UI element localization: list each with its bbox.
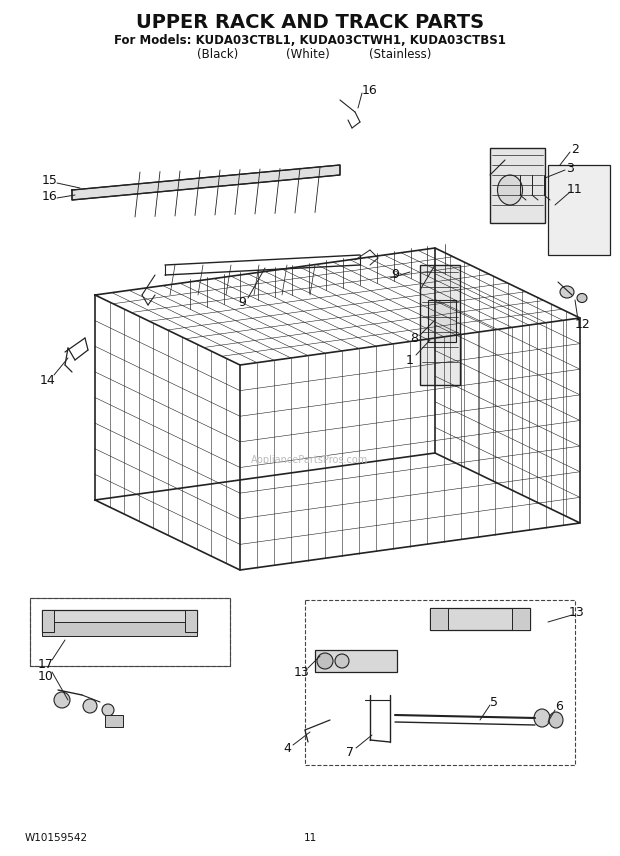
Bar xyxy=(105,715,123,727)
Bar xyxy=(315,650,397,672)
Bar xyxy=(430,608,448,630)
Bar xyxy=(490,148,545,223)
Ellipse shape xyxy=(577,294,587,302)
Bar xyxy=(548,165,610,255)
Text: W10159542: W10159542 xyxy=(25,833,88,843)
Text: 15: 15 xyxy=(42,174,58,187)
Ellipse shape xyxy=(497,175,523,205)
Bar xyxy=(42,622,197,636)
Bar xyxy=(42,610,54,632)
Text: 1: 1 xyxy=(406,354,414,366)
Text: (Stainless): (Stainless) xyxy=(369,47,431,61)
Polygon shape xyxy=(72,165,340,200)
Ellipse shape xyxy=(102,704,114,716)
Text: 3: 3 xyxy=(566,162,574,175)
Text: For Models: KUDA03CTBL1, KUDA03CTWH1, KUDA03CTBS1: For Models: KUDA03CTBL1, KUDA03CTWH1, KU… xyxy=(114,33,506,46)
Text: 11: 11 xyxy=(303,833,317,843)
Bar xyxy=(30,598,230,666)
Text: 9: 9 xyxy=(391,267,399,281)
Text: AppliancePartsPros.com: AppliancePartsPros.com xyxy=(251,455,369,465)
Text: 2: 2 xyxy=(571,142,579,156)
Text: (White): (White) xyxy=(286,47,330,61)
Text: 12: 12 xyxy=(575,318,591,331)
Ellipse shape xyxy=(54,692,70,708)
Bar xyxy=(420,265,460,385)
Bar xyxy=(430,608,530,630)
Ellipse shape xyxy=(83,699,97,713)
Ellipse shape xyxy=(534,709,550,727)
Ellipse shape xyxy=(549,712,563,728)
Bar xyxy=(185,610,197,632)
Ellipse shape xyxy=(560,286,574,298)
Ellipse shape xyxy=(335,654,349,668)
Bar xyxy=(30,598,230,666)
Text: (Black): (Black) xyxy=(197,47,239,61)
Text: 16: 16 xyxy=(362,84,378,97)
Text: 11: 11 xyxy=(567,182,583,195)
Ellipse shape xyxy=(317,653,333,669)
Text: 13: 13 xyxy=(569,605,585,619)
Text: 9: 9 xyxy=(238,295,246,308)
Text: 10: 10 xyxy=(38,669,54,682)
Text: UPPER RACK AND TRACK PARTS: UPPER RACK AND TRACK PARTS xyxy=(136,13,484,32)
Text: 5: 5 xyxy=(490,695,498,709)
Bar xyxy=(512,608,530,630)
Bar xyxy=(428,300,456,342)
Text: 8: 8 xyxy=(410,331,418,344)
Bar xyxy=(42,610,197,632)
Bar xyxy=(305,600,575,765)
Text: 7: 7 xyxy=(346,746,354,758)
Text: 6: 6 xyxy=(555,700,563,714)
Text: 17: 17 xyxy=(38,657,54,670)
Text: 16: 16 xyxy=(42,189,58,203)
Text: 14: 14 xyxy=(40,373,56,387)
Text: 4: 4 xyxy=(283,741,291,754)
Text: 13: 13 xyxy=(294,665,310,679)
